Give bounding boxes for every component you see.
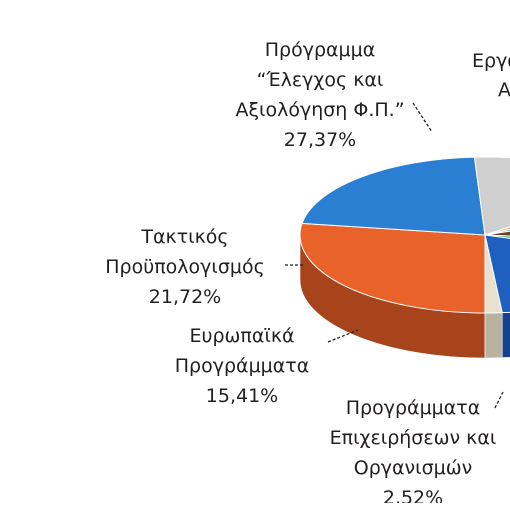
pie-label-3-line-2: Οργανισμών [354,457,472,479]
pie-label-0: Πρόγραμμα “Έλεγχος και Αξιολόγηση Φ.Π.” 27,… [235,39,433,151]
pie-label-0-line-2: Αξιολόγηση Φ.Π.” [235,99,404,121]
pie-slice-1 [301,156,486,236]
pie-slice-0 [299,222,486,314]
pie-label-3-line-1: Επιχειρήσεων και [330,427,497,449]
pie-label-1-line-0: Τακτικός [140,226,228,248]
pie-label-0-line-3: 27,37% [284,129,356,151]
pie-slice-8 [484,234,503,314]
pie-label-1-line-2: 21,72% [149,286,221,308]
pie-label-2-line-1: Προγράμματα [175,355,309,377]
pie-label-2-line-2: 15,41% [206,385,278,407]
pie-label-3-line-0: Προγράμματα [346,397,480,419]
pie-sides [299,234,510,359]
pie-slice-2 [473,156,510,236]
clipped-label-1: Α [498,79,510,101]
pie-label-1: Τακτικός Προϋπολογισμός 21,72% [105,226,303,308]
pie-label-3-line-3: 2,52% [383,487,443,503]
pie-label-0-line-1: “Έλεγχος και [257,69,384,91]
pie-label-2-line-0: Ευρωπαϊκά [189,325,294,347]
pie-side-8-0 [484,312,503,359]
pie-leader-3 [494,391,504,409]
pie-slices [299,156,510,314]
pie-slice-6 [484,234,510,239]
pie-labels: Πρόγραμμα “Έλεγχος και Αξιολόγηση Φ.Π.” 27,… [105,39,510,508]
pie-label-2: Ευρωπαϊκά Προγράμματα 15,41% [175,325,359,407]
clipped-label-0: Εργα [472,50,510,72]
pie-leader-2 [327,329,359,343]
pie-label-1-line-1: Προϋπολογισμός [105,256,264,278]
pie-label-3: Προγράμματα Επιχειρήσεων και Οργανισμών 2,5… [330,391,504,508]
pie-label-0-line-0: Πρόγραμμα [265,39,376,61]
pie-slice-7 [484,234,510,314]
pie-leader-0 [412,102,433,133]
